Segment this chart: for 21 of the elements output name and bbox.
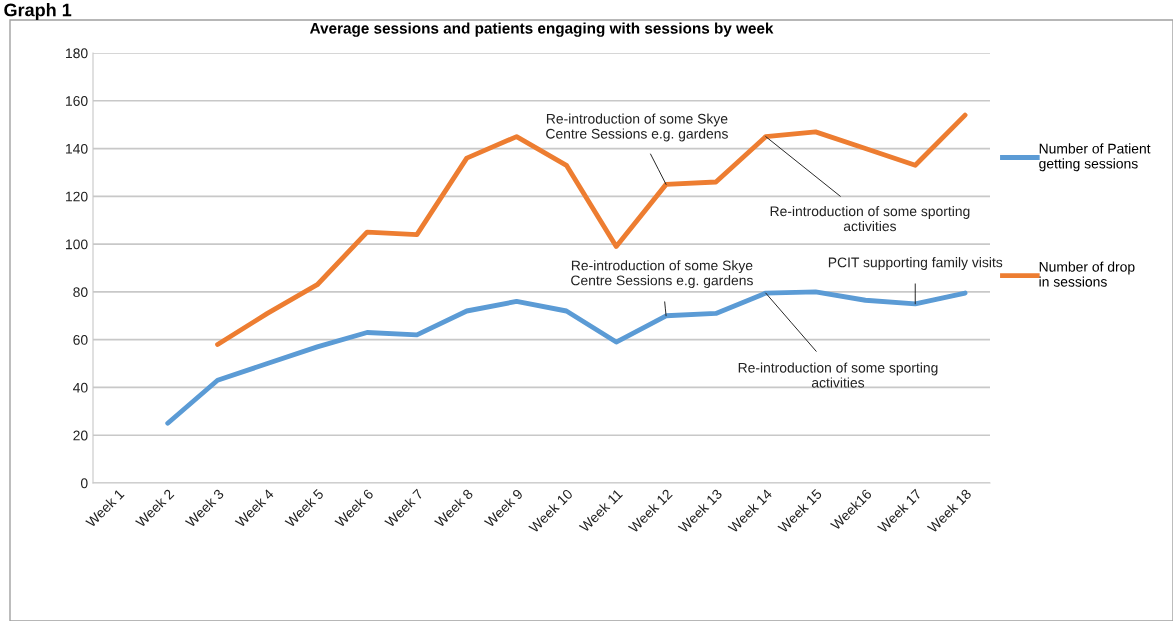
- y-tick-label: 20: [73, 430, 88, 441]
- legend-label: Number of Patient getting sessions: [1039, 143, 1151, 172]
- y-tick-label: 40: [73, 382, 88, 393]
- y-tick-label: 0: [80, 478, 88, 489]
- annotation: Re-introduction of some Skye Centre Sessions e.g. gardens: [546, 113, 728, 142]
- y-tick-label: 100: [66, 239, 88, 250]
- legend-label: Number of drop in sessions: [1039, 261, 1135, 287]
- y-tick-label: 60: [73, 335, 88, 345]
- line-series: [165, 289, 968, 426]
- line-series: [215, 112, 968, 347]
- caption: Graph 1: [4, 3, 72, 20]
- y-tick-label: 120: [66, 191, 88, 202]
- y-tick-label: 180: [66, 48, 88, 59]
- annotation: Re-introduction of some sporting activities: [770, 205, 970, 232]
- y-tick-label: 160: [66, 96, 88, 106]
- annotation: Re-introduction of some Skye Centre Sessions e.g. gardens: [571, 260, 753, 289]
- annotation: PCIT supporting family visits: [828, 257, 1003, 271]
- annotation: Re-introduction of some sporting activities: [738, 362, 938, 388]
- y-tick-label: 140: [66, 143, 88, 154]
- chart-title: Average sessions and patients engaging with sessions by week: [309, 22, 774, 37]
- y-tick-label: 80: [73, 287, 88, 298]
